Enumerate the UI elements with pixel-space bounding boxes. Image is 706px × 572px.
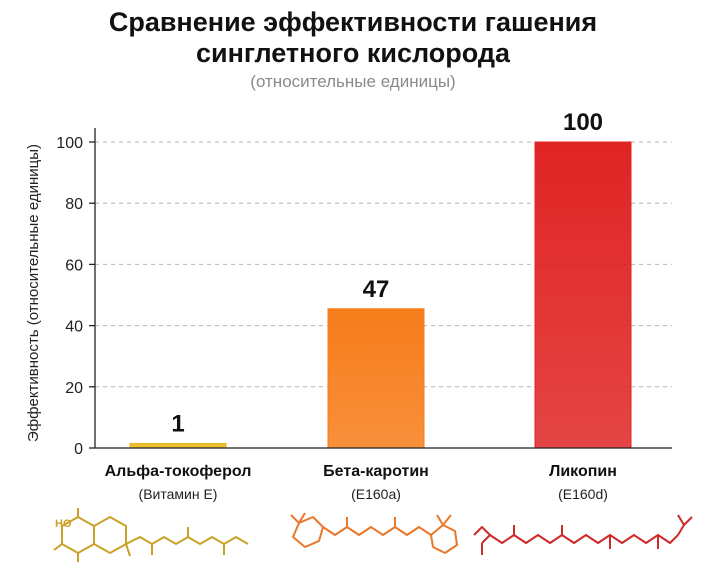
bar-3 — [534, 141, 632, 449]
chart-title-line1: Сравнение эффективности гашения — [108, 7, 598, 37]
y-tick-label: 20 — [65, 380, 83, 397]
x-category-label: Бета-каротин — [323, 463, 429, 480]
y-axis-label: Эффективность (относительные единицы) — [25, 144, 42, 442]
data-label: 100 — [563, 109, 603, 136]
y-tick-label: 40 — [65, 319, 83, 336]
data-label: 1 — [171, 410, 184, 437]
lycopene-structure-icon — [473, 514, 693, 555]
data-label: 47 — [363, 276, 390, 303]
bar-2 — [327, 308, 425, 449]
y-tick-label: 100 — [56, 135, 83, 152]
x-category-label: Ликопин — [549, 463, 617, 480]
y-tick-label: 60 — [65, 257, 83, 274]
beta-carotene-structure-icon — [290, 512, 458, 554]
hydroxyl-label: HO — [55, 518, 72, 530]
alpha-tocopherol-structure-icon: HO — [53, 508, 249, 562]
x-category-label: Альфа-токоферол — [105, 463, 252, 480]
chart-title-line2: синглетного кислорода — [195, 38, 511, 68]
x-category-sublabel: (E160d) — [558, 486, 608, 502]
y-tick-label: 0 — [74, 441, 83, 458]
x-category-sublabel: (Витамин E) — [139, 486, 218, 502]
y-tick-label: 80 — [65, 196, 83, 213]
chart-subtitle: (относительные единицы) — [250, 72, 456, 91]
x-category-sublabel: (E160a) — [351, 486, 401, 502]
bar-1 — [129, 442, 227, 449]
